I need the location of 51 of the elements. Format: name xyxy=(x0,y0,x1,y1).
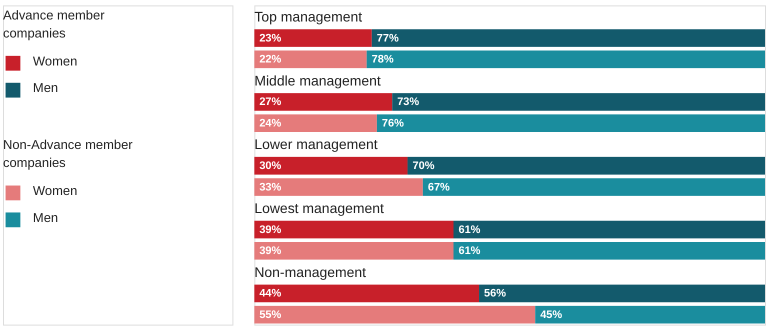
bar xyxy=(254,178,423,196)
bar xyxy=(254,284,480,302)
bar xyxy=(254,93,392,111)
bar xyxy=(254,50,367,68)
text: Advance member companies xyxy=(2,7,106,40)
bar xyxy=(372,29,766,47)
legend-label: Men xyxy=(32,210,58,225)
data-label: 33% xyxy=(259,181,282,194)
bar xyxy=(254,306,536,324)
data-label: 27% xyxy=(259,96,282,108)
data-label: 39% xyxy=(259,245,282,258)
bar xyxy=(254,29,372,47)
legend-label: Women xyxy=(32,182,78,198)
data-label: 56% xyxy=(484,288,506,300)
data-label: 67% xyxy=(428,181,450,194)
data-label: 22% xyxy=(259,54,282,66)
bar xyxy=(408,156,766,175)
data-label: 45% xyxy=(540,309,562,321)
y-tick-label: Lower management xyxy=(254,136,378,152)
bar xyxy=(422,178,766,196)
data-label: 55% xyxy=(259,309,282,321)
y-tick-label: Top management xyxy=(254,8,362,25)
bar xyxy=(376,114,766,132)
y-tick-label: Middle management xyxy=(254,72,381,88)
data-label: 73% xyxy=(397,96,420,108)
bar xyxy=(366,50,766,68)
y-tick-label: Lowest management xyxy=(254,200,384,216)
bar xyxy=(254,156,408,175)
y-tick-label: Non-management xyxy=(254,264,366,280)
legend-label: Men xyxy=(32,80,58,96)
text: Non-Advance member companies xyxy=(2,137,134,170)
data-label: 70% xyxy=(412,160,435,172)
data-label: 61% xyxy=(458,245,481,258)
bar xyxy=(254,220,454,238)
bar xyxy=(535,306,766,324)
legend-label: Women xyxy=(32,53,78,68)
data-label: 30% xyxy=(259,160,282,172)
bar xyxy=(454,220,766,238)
data-label: 76% xyxy=(382,118,404,130)
data-label: 24% xyxy=(259,118,282,130)
data-label: 78% xyxy=(372,54,394,66)
bar xyxy=(254,114,377,132)
data-label: 61% xyxy=(458,224,481,236)
bar xyxy=(254,242,454,260)
data-label: 44% xyxy=(259,288,282,300)
bar xyxy=(454,242,766,260)
data-label: 77% xyxy=(376,32,399,44)
data-label: 39% xyxy=(259,224,282,236)
data-label: 23% xyxy=(259,32,282,44)
bar xyxy=(392,93,766,111)
bar xyxy=(479,284,766,302)
